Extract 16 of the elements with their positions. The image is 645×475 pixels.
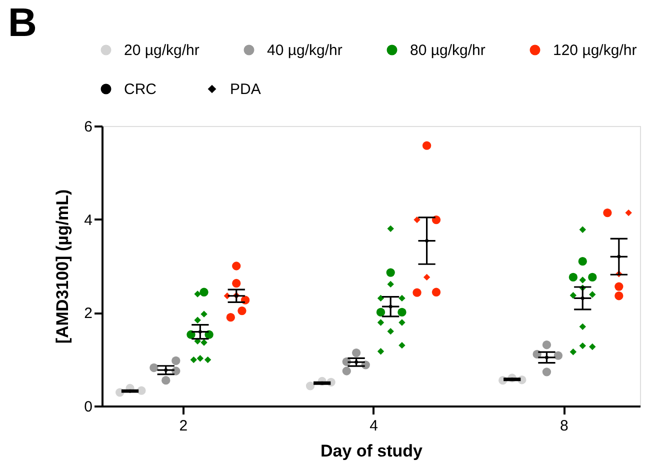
legend-label: PDA <box>230 81 261 98</box>
legend-label: 20 µg/kg/hr <box>124 42 200 59</box>
y-tick-label: 0 <box>84 398 92 416</box>
y-tick-label: 6 <box>84 118 92 136</box>
x-tick-label: 2 <box>179 418 188 434</box>
legend-label: CRC <box>124 81 157 98</box>
y-axis-title: [AMD3100] (µg/mL) <box>53 189 72 344</box>
y-tick-label: 2 <box>84 305 92 322</box>
legend-label: 120 µg/kg/hr <box>553 42 637 59</box>
y-tick-label: 4 <box>84 212 92 229</box>
legend-label: 80 µg/kg/hr <box>410 42 486 59</box>
legend-label: 40 µg/kg/hr <box>267 42 342 59</box>
x-tick-label: 4 <box>370 418 378 434</box>
text: B <box>8 1 37 45</box>
x-tick-label: 8 <box>560 418 568 434</box>
x-axis-title: Day of study <box>320 442 424 460</box>
